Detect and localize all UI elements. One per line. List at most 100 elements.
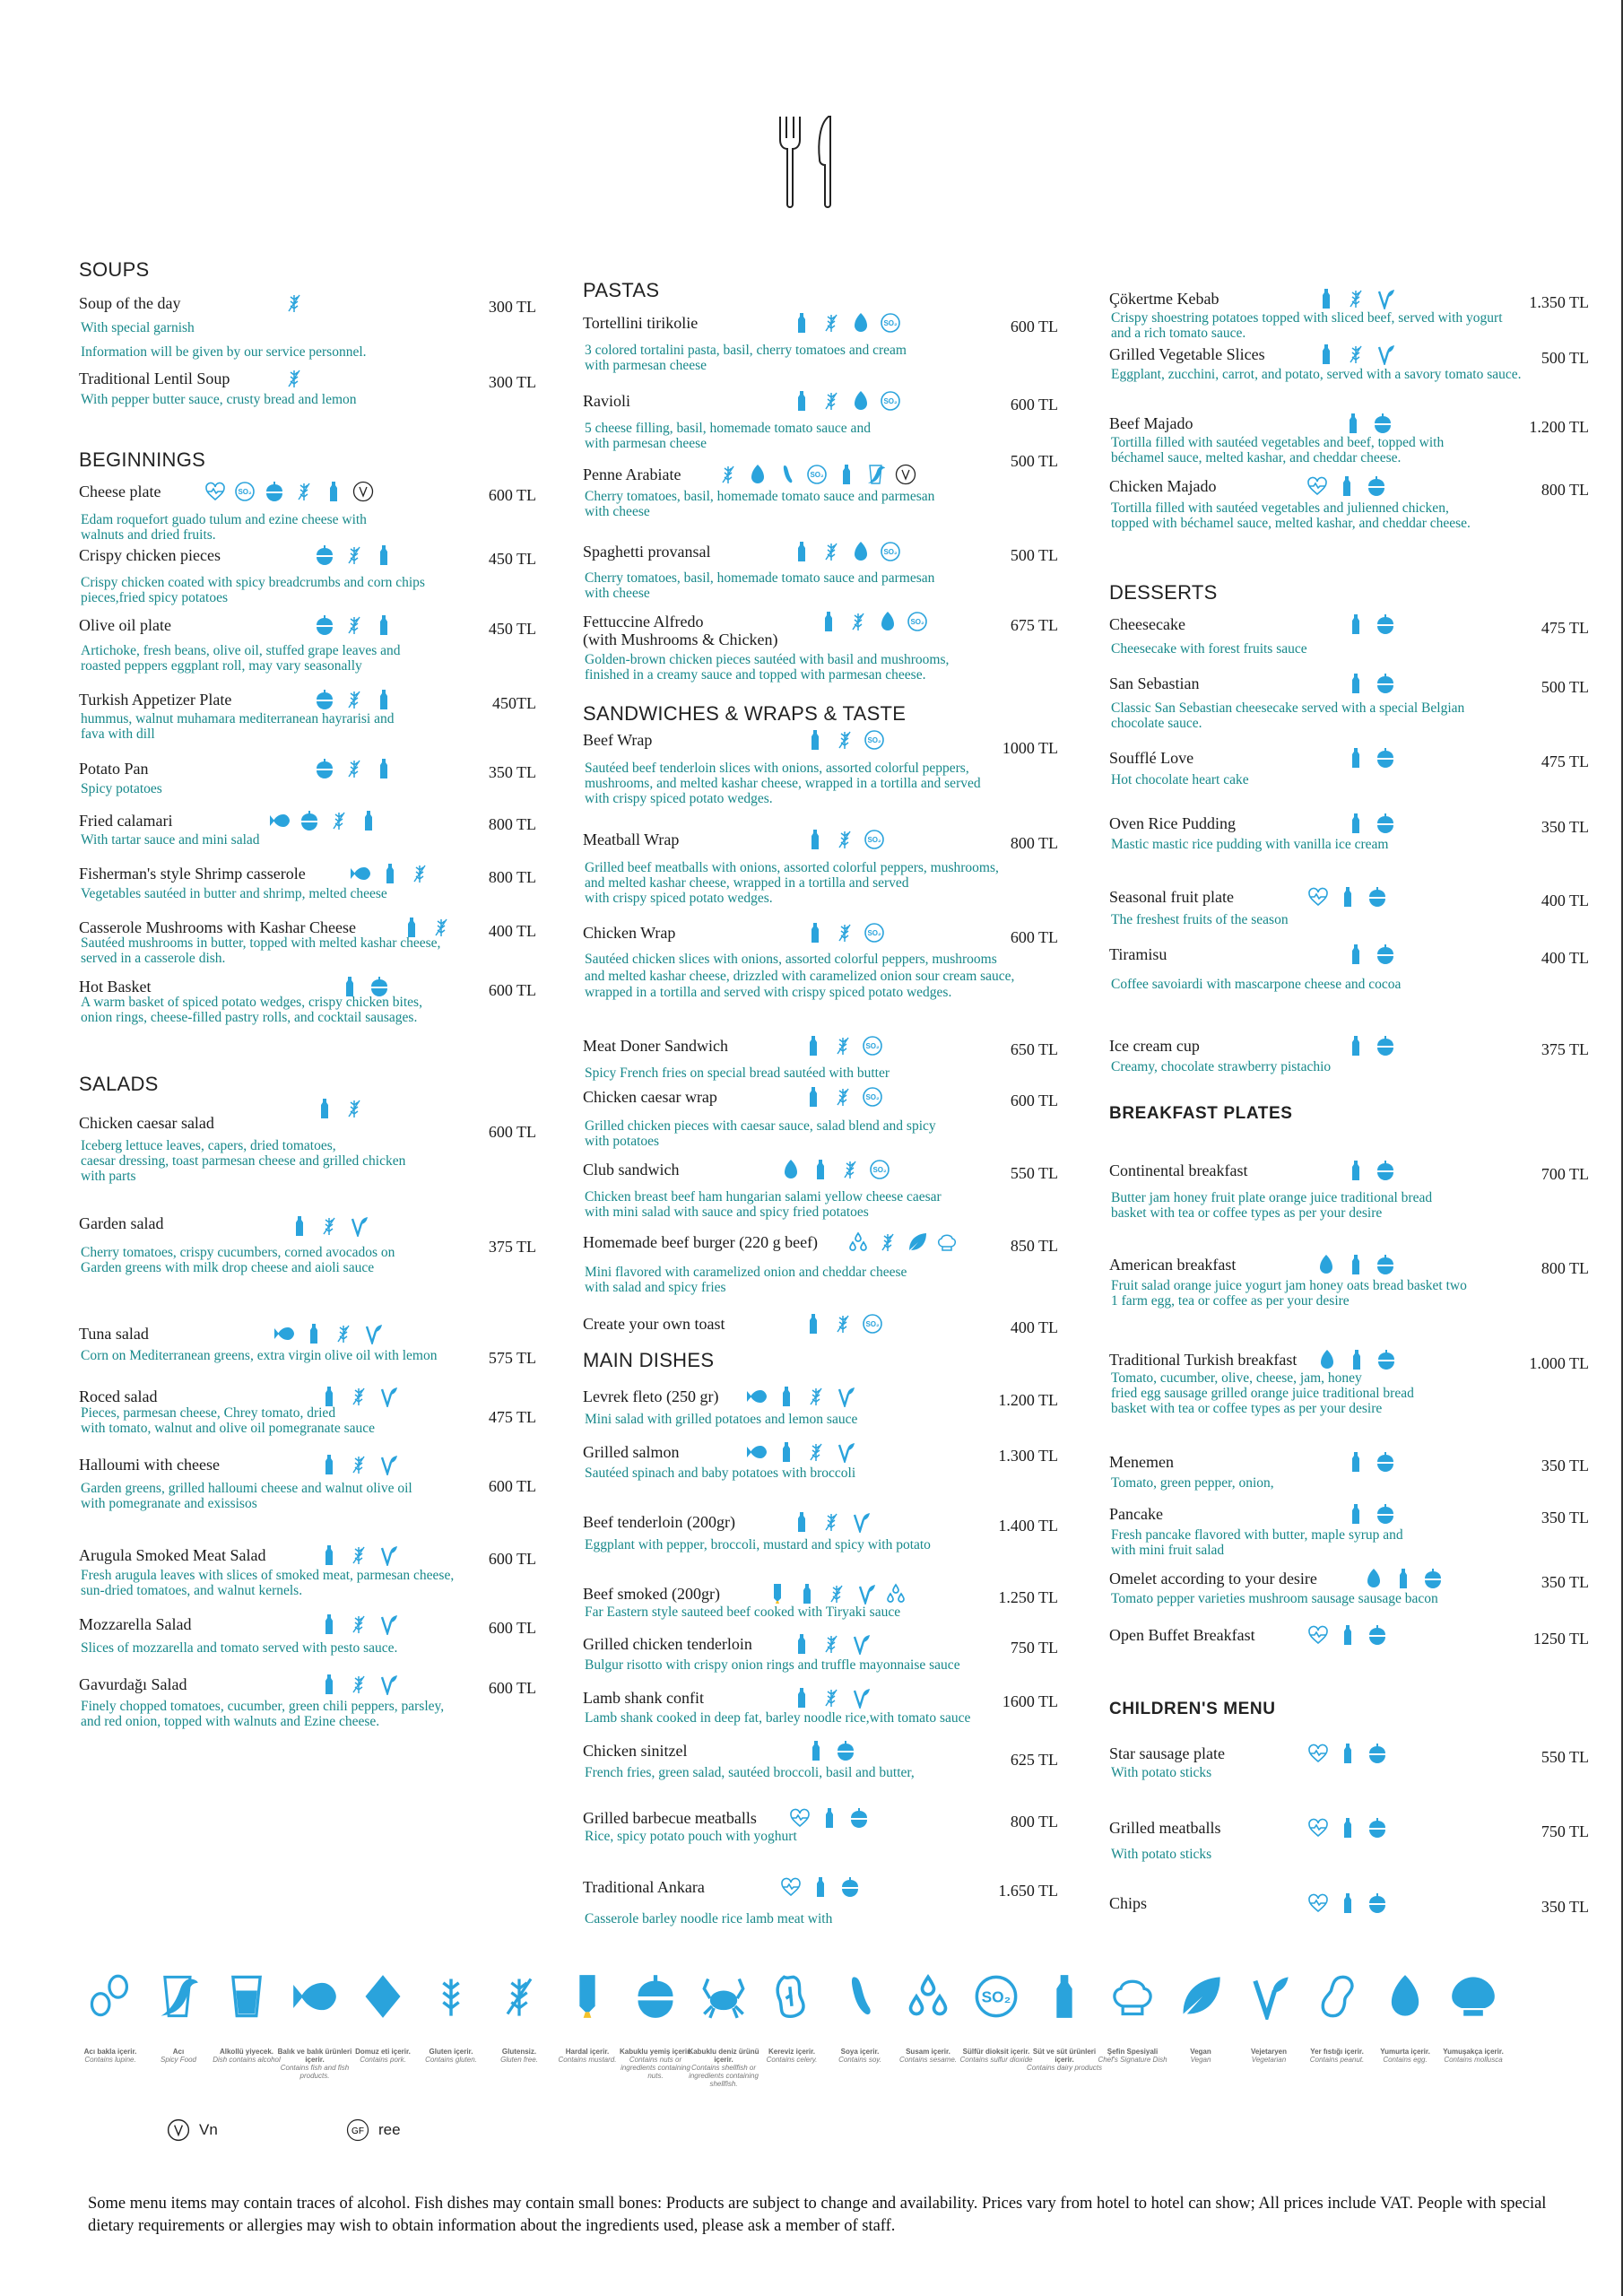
legend-item-crab: Kabuklu deniz ürünü içerir. Contains shel… [683,1973,764,2088]
allergen-icons [746,1386,856,1407]
gluten-free-key-label: ree [378,2121,401,2138]
section-heading: DESSERTS [1109,581,1218,604]
nuts-icon [1367,1817,1388,1839]
allergen-icons [1345,1451,1396,1473]
allergen-icons [1307,1892,1388,1914]
legend-item-alcohol: Alkollü yiyecek. Dish contains alcohol [206,1973,287,2064]
alcohol-icon [223,1973,270,2020]
milk-icon [803,1035,824,1057]
milk-icon [791,1633,812,1655]
legend-label-en: Contains fish and fish products. [280,2064,350,2080]
veg-icon [1245,1973,1292,2020]
allergen-icons [273,1323,384,1344]
item-price: 400 TL [488,922,536,940]
legend-item-peanut: Yer fıstığı içerir. Contains peanut. [1297,1973,1377,2064]
allergen-icons [283,368,305,389]
veg-icon [378,1386,399,1407]
item-description: Mastic mastic rice pudding with vanilla … [1111,837,1389,852]
fish-icon [350,863,371,884]
item-description: with crispy spiced potato wedges. [585,891,773,906]
legend-label-en: Spicy Food [160,2056,197,2064]
nuts-icon [1422,1568,1444,1589]
gf-icon [820,1511,842,1533]
veg-icon [378,1544,399,1566]
milk-icon [1345,613,1367,635]
so2-icon [864,922,885,944]
nuts-icon [1375,1503,1396,1525]
item-price: 800 TL [488,868,536,886]
egg-icon [850,390,872,412]
item-description: Creamy, chocolate strawberry pistachio [1111,1059,1332,1074]
allergen-icons [318,1544,399,1566]
allergen-icons [791,1511,872,1533]
milk-icon [373,614,395,636]
so2-icon [864,729,885,751]
item-price: 750 TL [1541,1822,1589,1840]
allergen-icons [818,611,928,632]
item-description: With tartar sauce and mini salad [81,832,260,848]
legend-label-tr: Domuz eti içerir. [355,2048,411,2056]
item-description: 5 cheese filling, basil, homemade tomato… [585,421,871,436]
allergen-icons [789,1807,870,1829]
nuts-icon [314,614,335,636]
item-price: 1.350 TL [1529,293,1589,311]
item-description: béchamel sauce, melted kashar, and chedd… [1111,450,1402,465]
allergen-icons [289,1215,369,1237]
egg-icon [1382,1973,1428,2020]
item-description: Sautéed chicken slices with onions, asso… [585,952,997,967]
heart-icon [1306,475,1328,497]
legend-label-en: Contains sulfur dioxide [959,2056,1033,2064]
allergen-icons [803,1086,883,1108]
item-description: wrapped in a tortilla and served with cr… [585,985,952,1000]
item-name: Traditional Turkish breakfast [1109,1351,1298,1369]
item-price: 300 TL [488,298,536,316]
chef-icon [936,1231,958,1253]
section-heading: BREAKFAST PLATES [1109,1104,1293,1123]
milk-icon [796,1583,818,1605]
item-name: American breakfast [1109,1256,1237,1274]
item-name: Turkish Appetizer Plate [79,691,232,709]
allergen-icons [314,758,395,779]
milk-icon [805,1740,827,1761]
item-price: 1250 TL [1532,1630,1589,1648]
nuts-icon [1367,1624,1388,1646]
milk-icon [803,1313,824,1335]
legend-label-en: Contains dairy products [1026,2064,1103,2072]
item-price: 575 TL [488,1349,536,1367]
item-price: 375 TL [488,1238,536,1256]
gf-icon [834,729,855,751]
allergen-icons [780,1159,890,1180]
item-name: Fisherman's style Shrimp casserole [79,865,306,883]
allergen-icons [791,312,901,334]
legend-label-tr: Yumuşakça içerir. [1443,2048,1504,2056]
item-price: 800 TL [1010,1813,1058,1831]
item-description: Vegetables sautéed in butter and shrimp,… [81,886,387,901]
item-price: 600 TL [488,1550,536,1568]
milk-icon [791,390,812,412]
item-name: Seasonal fruit plate [1109,888,1234,906]
legend-item-gluten: Gluten içerir. Contains gluten. [411,1973,491,2064]
milk-icon [1337,1624,1358,1646]
allergen-icons [1307,886,1388,908]
item-price: 600 TL [488,486,536,504]
spicy-icon [865,464,887,485]
item-price: 375 TL [1541,1040,1589,1058]
so2-icon [234,481,256,502]
item-description: with parmesan cheese [585,436,707,451]
item-name: Grilled Vegetable Slices [1109,345,1265,363]
milk-icon [1345,673,1367,694]
item-description: With potato sticks [1111,1765,1212,1780]
legend-label-en: Contains soy. [838,2056,881,2064]
item-description: A warm basket of spiced potato wedges, c… [81,995,422,1010]
legend-label-en: Chef's Signature Dish [1098,2056,1167,2064]
item-description: and melted kashar cheese, drizzled with … [585,968,1015,984]
legend-label-tr: Hardal içerir. [565,2048,610,2056]
allergen-icons [1345,1503,1396,1525]
item-price: 350 TL [488,763,536,781]
legend-label-tr: Yer fıstığı içerir. [1310,2048,1364,2056]
heart-icon [780,1876,802,1898]
milk-icon [791,312,812,334]
item-description: with cheese [585,504,650,519]
gf-icon [839,1159,861,1180]
allergen-icons [269,810,379,831]
